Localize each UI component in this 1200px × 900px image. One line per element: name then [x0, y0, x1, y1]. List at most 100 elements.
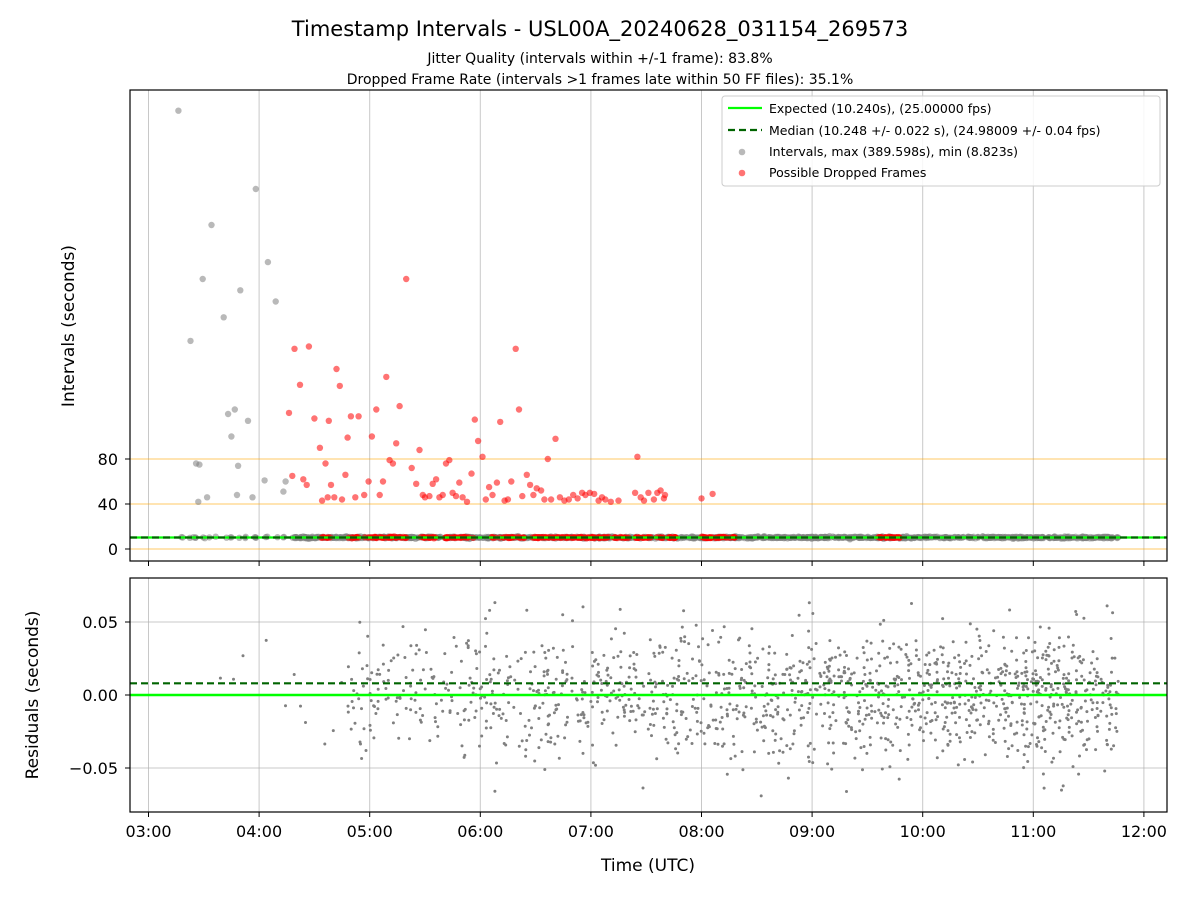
residual-point — [530, 726, 533, 730]
residual-point — [596, 662, 600, 666]
residual-point — [984, 650, 988, 653]
residual-point — [717, 640, 721, 644]
residual-point — [547, 648, 551, 652]
residual-point — [725, 708, 729, 712]
residual-point — [732, 742, 736, 746]
interval-point — [231, 406, 238, 413]
dropped-frame-point — [474, 437, 482, 445]
residual-point — [822, 671, 826, 675]
residual-point — [665, 707, 669, 711]
legend-median-label: Median (10.248 +/- 0.022 s), (24.98009 +… — [769, 123, 1100, 138]
residual-point — [1046, 708, 1050, 712]
residual-point — [1036, 689, 1040, 693]
residual-point — [1010, 744, 1014, 748]
residual-point — [394, 699, 398, 703]
dropped-frame-point — [631, 489, 639, 496]
residual-point — [1046, 667, 1050, 671]
residual-point — [634, 718, 638, 722]
residual-point — [886, 716, 890, 720]
residual-point — [1101, 701, 1105, 705]
residual-point — [365, 664, 369, 668]
residual-point — [794, 696, 797, 700]
dropped-frame-point — [493, 479, 501, 486]
interval-point — [224, 410, 232, 418]
residual-point — [672, 676, 676, 680]
residual-point — [1035, 743, 1038, 746]
residual-point — [968, 736, 972, 739]
residual-point — [493, 789, 497, 793]
residual-point — [954, 721, 958, 725]
residual-point — [847, 667, 850, 671]
residual-point — [905, 643, 908, 647]
residual-point — [906, 757, 910, 761]
residual-point — [725, 687, 729, 690]
residual-point — [863, 699, 866, 703]
dropped-frame-point — [327, 481, 335, 489]
residual-point — [970, 654, 974, 658]
residual-point — [533, 704, 537, 708]
residual-point — [882, 721, 885, 725]
residual-point — [570, 689, 574, 693]
residual-point — [592, 659, 596, 663]
residual-point — [662, 725, 666, 729]
residual-point — [950, 711, 954, 715]
residual-point — [741, 768, 745, 772]
interval-point — [220, 314, 227, 321]
residual-point — [492, 657, 496, 661]
residual-point — [878, 622, 882, 626]
residual-point — [999, 666, 1003, 670]
residual-point — [674, 648, 678, 652]
residual-point — [927, 697, 931, 701]
residual-point — [655, 682, 658, 686]
residual-point — [955, 686, 959, 690]
dropped-frame-point — [413, 480, 420, 487]
residual-point — [556, 734, 560, 738]
residual-point — [888, 765, 892, 769]
residual-point — [663, 645, 667, 649]
residual-point — [806, 744, 810, 748]
residual-point — [1114, 707, 1118, 711]
residual-point — [632, 662, 636, 666]
residual-point — [807, 646, 811, 650]
residual-point — [1007, 747, 1011, 751]
residual-point — [941, 617, 945, 621]
residual-point — [766, 676, 770, 680]
residual-point — [654, 685, 657, 689]
residual-point — [884, 711, 887, 715]
residual-point — [771, 715, 775, 719]
residual-point — [419, 678, 423, 682]
dropped-frame-point — [591, 490, 598, 498]
residual-point — [1048, 716, 1052, 720]
residual-point — [1087, 737, 1091, 741]
residual-point — [968, 622, 972, 626]
residual-point — [604, 679, 608, 683]
residual-point — [970, 730, 974, 734]
residual-point — [436, 734, 440, 738]
residual-point — [847, 724, 851, 728]
residual-point — [445, 682, 449, 686]
residual-point — [728, 702, 732, 706]
residual-point — [861, 768, 864, 772]
residual-point — [1083, 699, 1087, 703]
residual-point — [472, 686, 476, 690]
residual-point — [796, 690, 800, 694]
residual-point — [974, 689, 978, 693]
residual-point — [978, 639, 982, 642]
residual-point — [612, 689, 616, 693]
dropped-frame-point — [574, 495, 581, 502]
residual-point — [484, 719, 488, 723]
residual-point — [1022, 702, 1026, 706]
residual-point — [864, 713, 868, 717]
residual-point — [987, 735, 991, 739]
residual-point — [759, 720, 763, 724]
residual-point — [617, 688, 621, 692]
residual-point — [1003, 707, 1007, 711]
residual-point — [830, 656, 834, 660]
residual-point — [695, 732, 699, 736]
residual-point — [684, 737, 688, 741]
residual-point — [911, 697, 915, 701]
residual-point — [492, 705, 496, 709]
residual-point — [854, 730, 858, 734]
residual-point — [929, 731, 933, 735]
residual-point — [760, 725, 764, 729]
